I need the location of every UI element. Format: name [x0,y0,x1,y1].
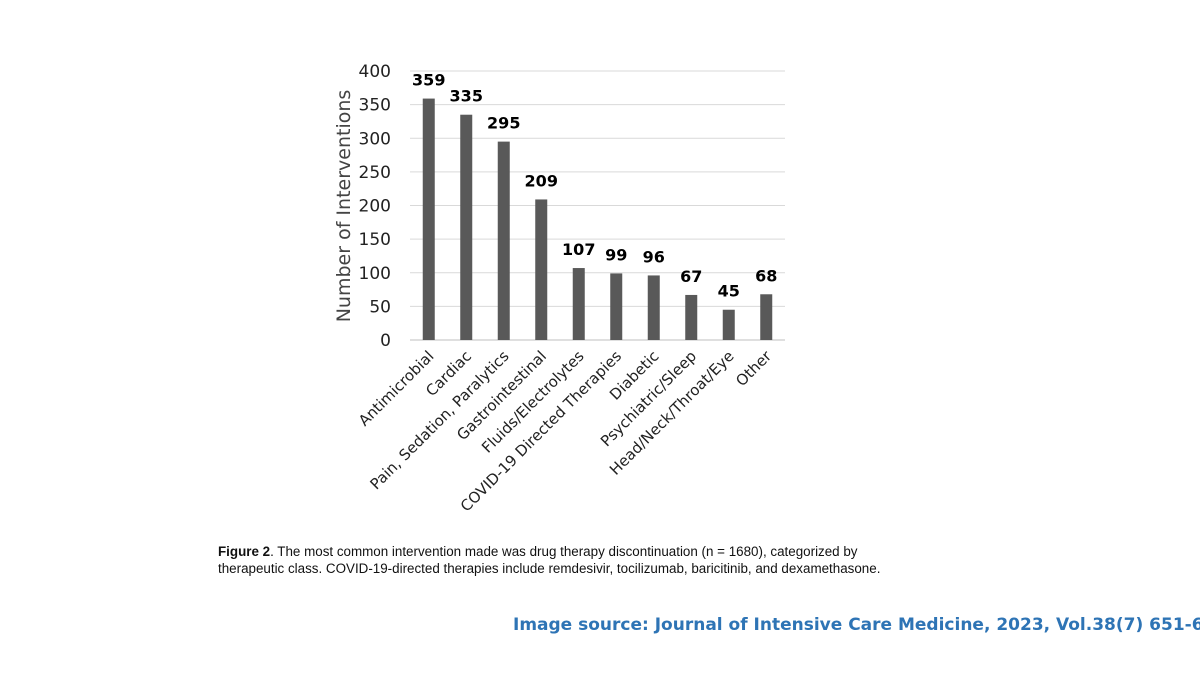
bar [685,294,698,340]
bar [460,114,473,341]
caption-text: . The most common intervention made was … [218,544,881,576]
image-source-note: Image source: Journal of Intensive Care … [513,615,1200,635]
bar [422,98,435,340]
data-label: 99 [605,245,627,264]
figure-caption: Figure 2. The most common intervention m… [218,543,918,577]
data-label: 359 [412,71,445,90]
caption-label: Figure 2 [218,544,271,559]
data-label: 68 [755,266,777,285]
data-label: 295 [487,114,520,133]
bar [497,141,510,340]
data-label: 335 [450,87,483,106]
x-tick-label: Other [732,347,775,390]
y-tick-label: 300 [359,129,391,149]
data-label: 96 [643,247,665,266]
y-axis-label: Number of Interventions [333,90,355,323]
data-label: 107 [562,240,595,259]
bar [535,199,548,340]
y-tick-label: 250 [359,163,391,183]
y-tick-label: 50 [369,297,391,317]
bar [647,275,660,340]
bar [760,294,773,340]
y-tick-label: 150 [359,230,391,250]
data-label: 45 [718,282,740,301]
gridlines [410,70,785,341]
data-label: 67 [680,267,702,286]
y-tick-label: 350 [359,96,391,116]
y-tick-label: 400 [359,62,391,82]
y-axis-ticks: 0 50 100 150 200 250 300 350 400 [359,62,391,351]
y-tick-label: 200 [359,197,391,217]
y-tick-label: 0 [380,331,391,351]
bar [572,268,585,340]
y-tick-label: 100 [359,264,391,284]
bar [610,273,623,340]
bar [722,309,735,340]
data-label: 209 [525,171,558,190]
bars [422,98,773,341]
